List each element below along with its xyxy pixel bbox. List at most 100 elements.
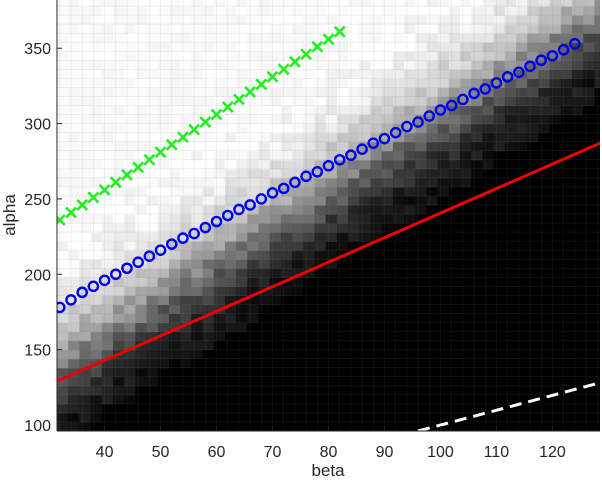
heatmap-cell — [549, 340, 562, 351]
heatmap-cell — [135, 0, 148, 7]
heatmap-cell — [90, 213, 103, 224]
heatmap-cell — [292, 376, 304, 387]
heatmap-cell — [549, 277, 562, 287]
heatmap-cell — [258, 367, 271, 378]
heatmap-cell — [124, 412, 136, 423]
heatmap-cell — [415, 232, 428, 242]
heatmap-cell — [101, 259, 114, 269]
heatmap-cell — [348, 277, 360, 287]
heatmap-cell — [247, 69, 260, 79]
heatmap-cell — [348, 69, 360, 79]
heatmap-cell — [482, 385, 495, 396]
heatmap-cell — [247, 241, 260, 251]
heatmap-cell — [112, 340, 125, 351]
heatmap-cell — [247, 367, 260, 378]
heatmap-cell — [471, 51, 484, 61]
heatmap-cell — [471, 15, 484, 25]
heatmap-cell — [213, 412, 226, 423]
circle-marker — [121, 262, 133, 275]
cross-marker — [244, 86, 257, 98]
heatmap-cell — [482, 349, 495, 360]
heatmap-cell — [247, 15, 260, 25]
heatmap-cell — [57, 250, 69, 260]
heatmap-cell — [79, 421, 92, 431]
heatmap-cell — [527, 60, 540, 70]
heatmap-cell — [471, 186, 484, 197]
heatmap-cell — [57, 331, 69, 342]
heatmap-cell — [583, 177, 596, 188]
heatmap-cell — [236, 322, 248, 333]
heatmap-cell — [68, 286, 80, 296]
heatmap-cell — [392, 105, 405, 116]
heatmap-cell — [202, 87, 215, 98]
heatmap-cell — [325, 51, 338, 61]
heatmap-cell — [202, 24, 215, 34]
heatmap-cell — [146, 394, 159, 405]
heatmap-cell — [560, 223, 573, 233]
heatmap-cell — [426, 0, 439, 7]
heatmap-cell — [236, 376, 248, 387]
circle-marker — [333, 153, 346, 166]
heatmap-cell — [57, 177, 69, 188]
heatmap-cell — [202, 6, 215, 16]
heatmap-cell — [135, 123, 148, 134]
y-tick-label: 300 — [24, 117, 51, 134]
heatmap-cell — [236, 168, 248, 179]
heatmap-cell — [258, 96, 271, 107]
heatmap-cell — [303, 159, 316, 170]
heatmap-cell — [224, 394, 237, 405]
heatmap-cell — [292, 177, 304, 188]
heatmap-cell — [303, 376, 316, 387]
heatmap-cell — [157, 105, 170, 116]
heatmap-cell — [303, 15, 316, 25]
heatmap-cell — [381, 259, 394, 269]
heatmap-cell — [471, 177, 484, 188]
heatmap-cell — [269, 313, 282, 324]
heatmap-cell — [516, 259, 528, 269]
heatmap-cell — [180, 87, 192, 98]
cross-marker — [188, 123, 201, 136]
heatmap-cell — [538, 241, 551, 251]
heatmap-cell — [79, 69, 92, 79]
heatmap-cell — [157, 168, 170, 179]
heatmap-cell — [493, 340, 506, 351]
heatmap-cell — [157, 6, 170, 16]
heatmap-cell — [336, 358, 349, 369]
heatmap-cell — [392, 376, 405, 387]
heatmap-cell — [292, 0, 304, 7]
heatmap-cell — [348, 340, 360, 351]
heatmap-cell — [516, 394, 528, 405]
heatmap-cell — [101, 232, 114, 242]
heatmap-cell — [437, 232, 450, 242]
heatmap-cell — [236, 213, 248, 224]
heatmap-cell — [381, 150, 394, 161]
heatmap-cell — [460, 78, 472, 88]
heatmap-cell — [594, 385, 600, 396]
heatmap-cell — [538, 177, 551, 188]
heatmap-cell — [594, 304, 600, 315]
heatmap-cell — [482, 376, 495, 387]
heatmap-cell — [448, 340, 461, 351]
heatmap-cell — [583, 223, 596, 233]
heatmap-cell — [504, 6, 517, 16]
heatmap-cell — [213, 358, 226, 369]
heatmap-cell — [426, 394, 439, 405]
heatmap-cell — [101, 69, 114, 79]
heatmap-cell — [538, 141, 551, 152]
heatmap-cell — [359, 349, 372, 360]
heatmap-cell — [303, 69, 316, 79]
heatmap-cell — [516, 286, 528, 296]
heatmap-cell — [471, 250, 484, 260]
cross-marker — [154, 146, 167, 159]
heatmap-cell — [236, 313, 248, 324]
heatmap-cell — [269, 295, 282, 306]
heatmap-cell — [124, 331, 136, 342]
heatmap-cell — [493, 60, 506, 70]
heatmap-cell — [325, 78, 338, 88]
heatmap-cell — [135, 304, 148, 315]
heatmap-cell — [516, 60, 528, 70]
heatmap-cell — [348, 349, 360, 360]
heatmap-cell — [336, 340, 349, 351]
heatmap-cell — [269, 204, 282, 215]
heatmap-cell — [124, 204, 136, 215]
